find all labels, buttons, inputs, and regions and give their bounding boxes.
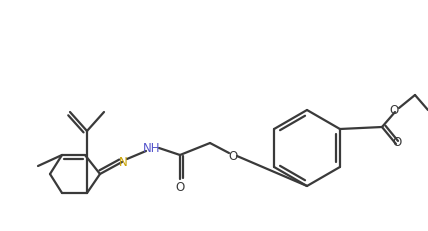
Text: O: O (229, 149, 238, 162)
Text: N: N (119, 155, 128, 168)
Text: O: O (175, 181, 184, 194)
Text: NH: NH (143, 142, 161, 155)
Text: O: O (392, 137, 401, 149)
Text: O: O (389, 104, 398, 118)
